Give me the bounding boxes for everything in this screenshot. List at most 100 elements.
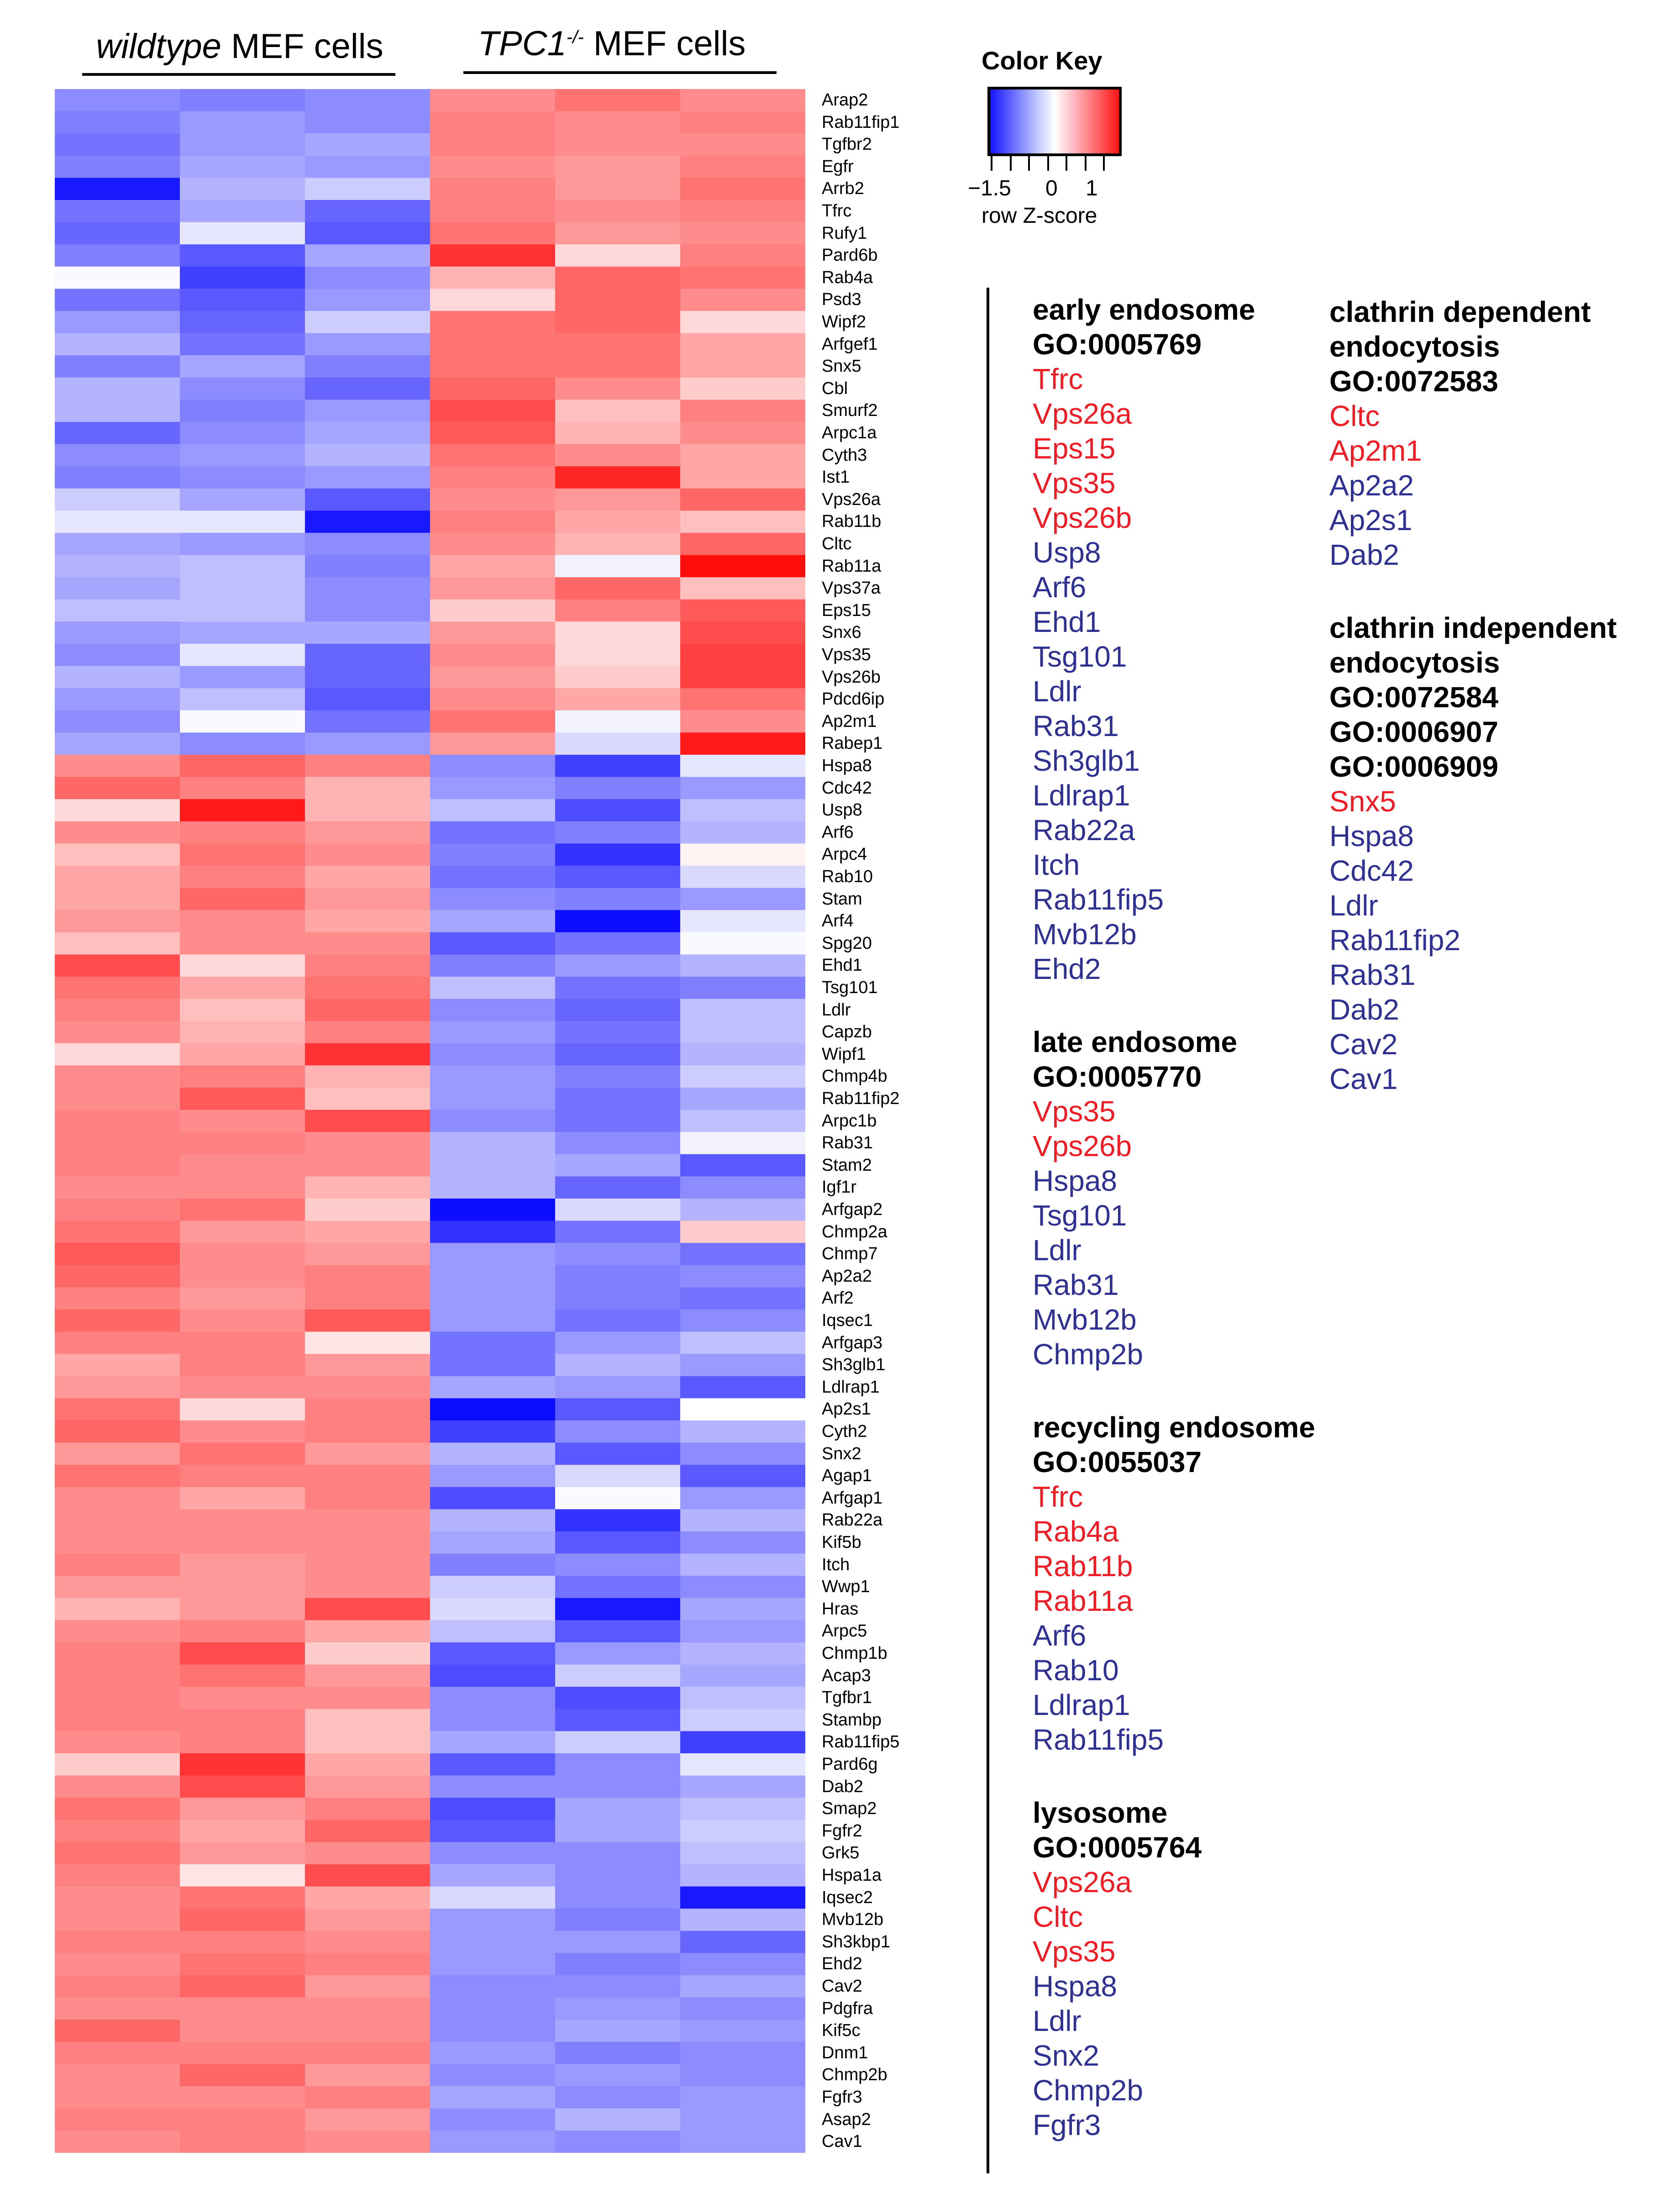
color-key-tick (1103, 154, 1105, 171)
heatmap-cell (430, 2086, 555, 2109)
gene-label: Rab11b (822, 512, 882, 531)
heatmap-cell (430, 1331, 555, 1354)
gene-label: Chmp2a (822, 1222, 887, 1241)
heatmap-cell (55, 400, 180, 422)
go-gene-down: Tsg101 (1033, 640, 1127, 673)
go-id: GO:0005770 (1033, 1060, 1202, 1093)
heatmap-cell (555, 1088, 680, 1110)
heatmap-cell (430, 2064, 555, 2087)
go-term-name: recycling endosome (1033, 1411, 1315, 1444)
gene-label: Chmp2b (822, 2065, 887, 2085)
heatmap-cell (305, 666, 430, 689)
heatmap-cell (555, 1620, 680, 1643)
go-gene-up: Vps26b (1033, 501, 1132, 534)
gene-label: Rab4a (822, 268, 873, 287)
heatmap-cell (555, 1420, 680, 1443)
heatmap-cell (55, 1420, 180, 1443)
heatmap-cell (680, 2108, 805, 2131)
heatmap-cell (180, 1331, 305, 1354)
go-gene-down: Arf6 (1033, 1619, 1087, 1652)
heatmap-cell (180, 1442, 305, 1465)
heatmap-cell (180, 666, 305, 689)
heatmap-cell (305, 555, 430, 578)
heatmap-cell (555, 466, 680, 489)
heatmap-cell (305, 1088, 430, 1110)
heatmap-cell (180, 555, 305, 578)
go-term-spacer (1033, 1757, 1315, 1795)
heatmap-cell (680, 1576, 805, 1599)
heatmap-cell (555, 1287, 680, 1310)
heatmap-cell (55, 799, 180, 822)
heatmap-cell (680, 244, 805, 267)
heatmap-cell (430, 1886, 555, 1909)
wildtype-header: wildtype MEF cells (55, 26, 425, 66)
heatmap-cell (305, 799, 430, 822)
gene-label: Tgfbr2 (822, 135, 872, 154)
heatmap-cell (430, 1176, 555, 1199)
go-id: GO:0055037 (1033, 1446, 1202, 1478)
heatmap-cell (680, 1820, 805, 1842)
heatmap-cell (680, 977, 805, 999)
heatmap-cell (430, 333, 555, 356)
heatmap-cell (55, 2041, 180, 2064)
heatmap-cell (180, 422, 305, 445)
heatmap-cell (55, 333, 180, 356)
heatmap-cell (180, 444, 305, 467)
go-gene-up: Cltc (1329, 400, 1380, 432)
gene-label: Rabep1 (822, 734, 883, 753)
heatmap-cell (55, 1110, 180, 1132)
heatmap-cell (305, 1576, 430, 1599)
heatmap-cell (55, 1975, 180, 1998)
heatmap-cell (680, 1930, 805, 1953)
gene-label: Pard6g (822, 1755, 878, 1774)
heatmap-cell (430, 1664, 555, 1687)
heatmap-cell (305, 999, 430, 1021)
heatmap-cell (55, 1065, 180, 1088)
heatmap-cell (680, 1088, 805, 1110)
heatmap-cell (305, 1021, 430, 1044)
heatmap-cell (430, 599, 555, 622)
heatmap-cell (430, 1287, 555, 1310)
heatmap-cell (305, 133, 430, 156)
heatmap-cell (430, 1842, 555, 1865)
go-gene-up: Ap2m1 (1329, 434, 1422, 467)
heatmap-cell (55, 644, 180, 667)
color-key-xlabel: row Z-score (982, 204, 1097, 228)
go-term-name: clathrin independent (1329, 611, 1617, 644)
heatmap-cell (305, 1598, 430, 1620)
heatmap-cell (55, 777, 180, 799)
go-gene-down: Chmp2b (1033, 2074, 1143, 2107)
heatmap-cell (680, 1021, 805, 1044)
heatmap-cell (180, 1620, 305, 1643)
heatmap-cell (430, 1709, 555, 1731)
heatmap-cell (55, 1331, 180, 1354)
gene-label: Igf1r (822, 1178, 857, 1197)
heatmap-cell (305, 932, 430, 955)
heatmap-cell (555, 888, 680, 910)
heatmap-cell (430, 621, 555, 644)
go-gene-up: Eps15 (1033, 432, 1116, 465)
heatmap-cell (180, 1531, 305, 1554)
heatmap-cell (305, 333, 430, 356)
heatmap-cell (305, 866, 430, 889)
heatmap-cell (55, 1553, 180, 1576)
heatmap-cell (680, 888, 805, 910)
heatmap-cell (555, 1243, 680, 1266)
heatmap-cell (430, 688, 555, 711)
heatmap-cell (680, 510, 805, 533)
gene-label: Eps15 (822, 600, 871, 620)
heatmap-cell (430, 1088, 555, 1110)
heatmap-cell (555, 1930, 680, 1953)
heatmap-cell (680, 422, 805, 445)
heatmap-cell (430, 2130, 555, 2153)
heatmap-cell (555, 1509, 680, 1532)
go-term-name: endocytosis (1329, 646, 1500, 679)
heatmap-cell (55, 2020, 180, 2042)
heatmap-cell (680, 1376, 805, 1399)
heatmap-cell (55, 1753, 180, 1776)
heatmap-cell (680, 1642, 805, 1665)
gene-label: Fgfr3 (822, 2088, 862, 2107)
heatmap-cell (55, 1088, 180, 1110)
heatmap-cell (680, 644, 805, 667)
heatmap-cell (680, 821, 805, 844)
